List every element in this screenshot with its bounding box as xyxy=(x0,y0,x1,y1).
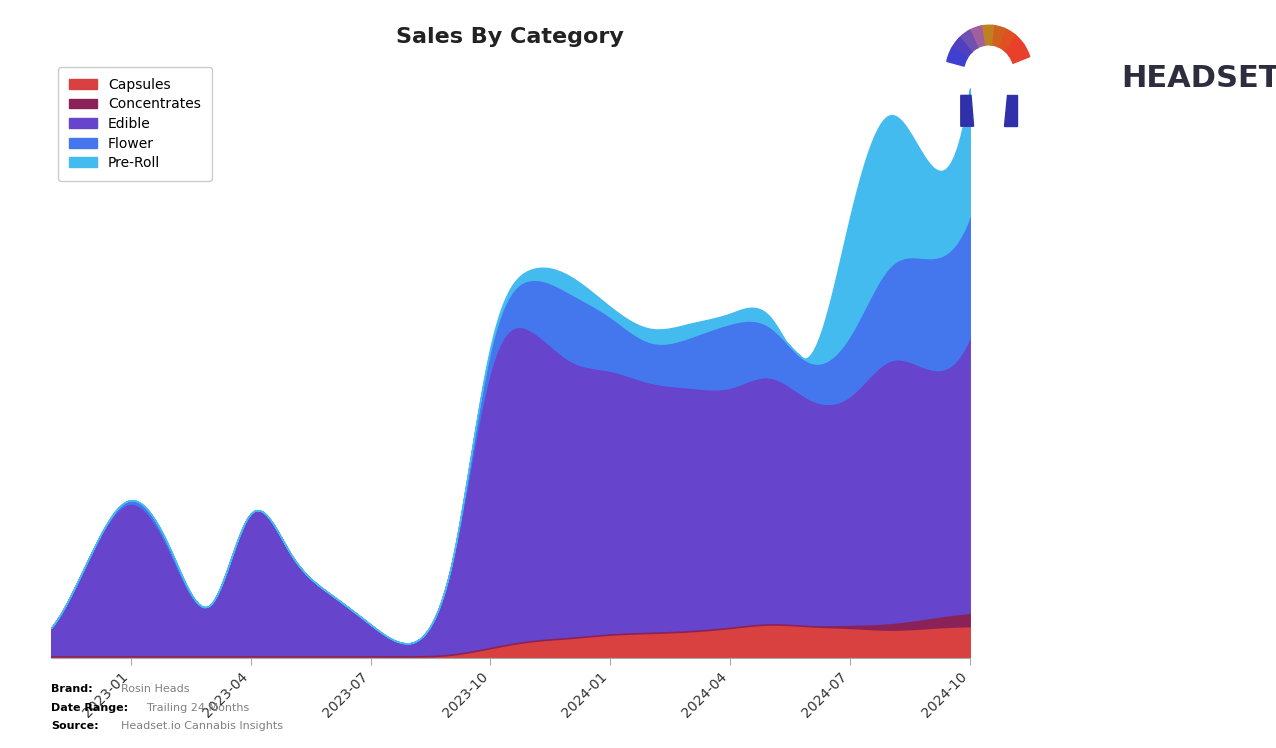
Wedge shape xyxy=(968,26,985,48)
Wedge shape xyxy=(958,30,977,53)
Text: Headset.io Cannabis Insights: Headset.io Cannabis Insights xyxy=(121,721,283,732)
Wedge shape xyxy=(990,25,1005,47)
Wedge shape xyxy=(998,28,1016,51)
Text: Rosin Heads: Rosin Heads xyxy=(121,684,190,694)
Polygon shape xyxy=(1004,96,1017,126)
Text: Source:: Source: xyxy=(51,721,98,732)
Title: Sales By Category: Sales By Category xyxy=(397,27,624,47)
Polygon shape xyxy=(961,96,974,126)
Wedge shape xyxy=(1004,34,1025,56)
Text: Trailing 24 Months: Trailing 24 Months xyxy=(147,702,249,713)
Text: Brand:: Brand: xyxy=(51,684,93,694)
Wedge shape xyxy=(952,37,972,59)
Wedge shape xyxy=(980,25,994,46)
Legend: Capsules, Concentrates, Edible, Flower, Pre-Roll: Capsules, Concentrates, Edible, Flower, … xyxy=(57,67,212,181)
Wedge shape xyxy=(1009,43,1030,64)
Text: Date Range:: Date Range: xyxy=(51,702,128,713)
Wedge shape xyxy=(947,48,967,66)
Text: HEADSET: HEADSET xyxy=(1122,64,1276,93)
